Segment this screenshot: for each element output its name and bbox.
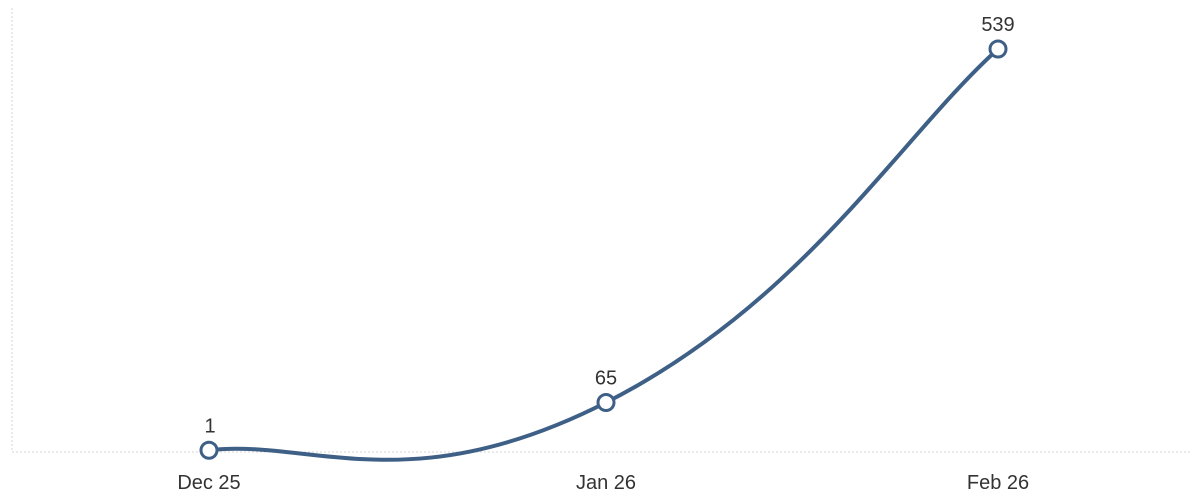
data-label: 1 bbox=[204, 415, 215, 437]
points-layer bbox=[199, 39, 1008, 460]
x-tick-label: Jan 26 bbox=[576, 472, 636, 494]
x-tick-label: Dec 25 bbox=[177, 472, 240, 494]
series-line bbox=[207, 47, 1000, 462]
data-point bbox=[596, 393, 616, 413]
data-point bbox=[988, 39, 1008, 59]
data-label: 539 bbox=[981, 14, 1014, 36]
x-tick-label: Feb 26 bbox=[967, 472, 1029, 494]
data-point bbox=[199, 440, 219, 460]
ticks-layer: Dec 25 Jan 26 Feb 26 bbox=[177, 472, 1029, 494]
data-label: 65 bbox=[595, 368, 617, 390]
labels-layer: 1 65 539 bbox=[204, 14, 1014, 437]
